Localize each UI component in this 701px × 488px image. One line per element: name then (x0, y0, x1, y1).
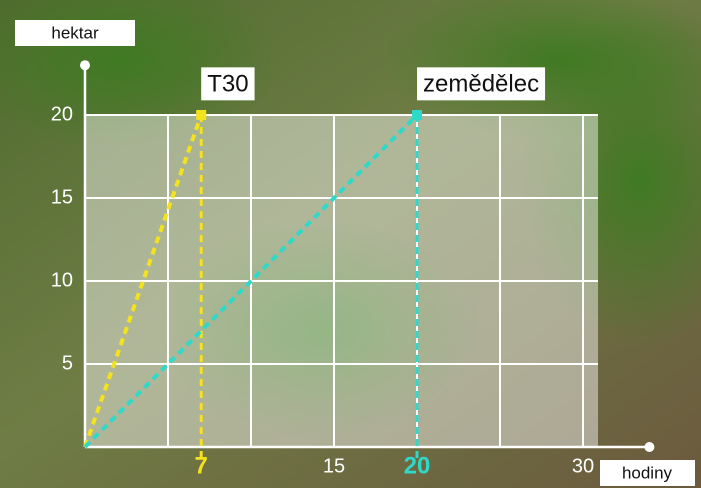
axis-end (644, 442, 655, 452)
x-tick-label: 30 (572, 455, 594, 477)
x-axis-label: hodiny (622, 463, 673, 482)
axis-end (80, 60, 90, 71)
x-tick-label: 15 (323, 455, 345, 477)
series-label: zemědělec (423, 70, 539, 97)
end-marker (412, 110, 422, 120)
plot: hektar hodiny 5 10 15 20 T30 zemědělec 7 15 20 30 (15, 20, 695, 486)
x-tick-label: 7 (195, 452, 208, 479)
y-axis-label: hektar (51, 23, 99, 42)
end-marker (196, 110, 207, 120)
series-label-box (417, 67, 546, 101)
y-tick-label: 15 (51, 186, 73, 208)
y-tick-label: 5 (62, 352, 73, 374)
series-line (83, 113, 419, 449)
series-label-box (201, 67, 255, 101)
y-label-box (15, 20, 135, 46)
series-label: T30 (207, 70, 248, 97)
y-tick-label: 20 (51, 103, 73, 125)
x-label-box (600, 460, 695, 486)
x-tick-label: 20 (404, 452, 431, 479)
series-line (83, 114, 204, 448)
y-tick-label: 10 (51, 269, 73, 291)
tree (160, 220, 480, 440)
